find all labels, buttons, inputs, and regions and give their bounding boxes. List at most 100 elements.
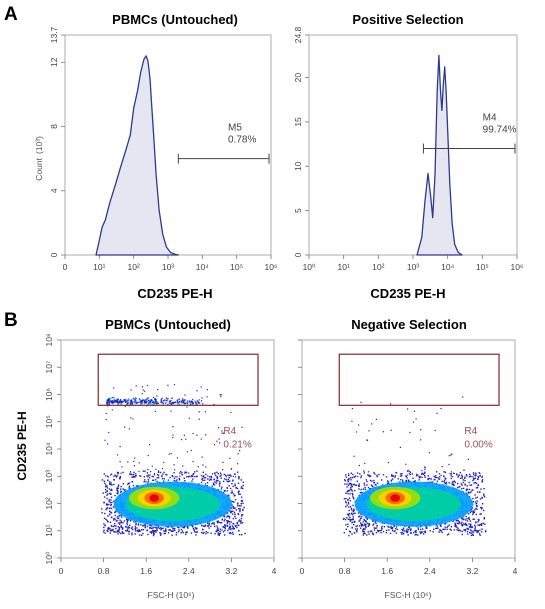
event-dot: [227, 478, 229, 481]
event-dot: [115, 520, 117, 522]
event-dot: [109, 532, 111, 534]
event-dot: [134, 527, 136, 530]
event-dot: [117, 485, 119, 488]
event-dot: [393, 524, 395, 527]
event-dot: [466, 527, 468, 530]
event-dot: [456, 519, 459, 521]
event-dot: [474, 530, 477, 532]
event-dot: [347, 503, 350, 505]
event-dot: [444, 523, 446, 525]
event-dot: [371, 480, 373, 482]
event-dot: [163, 471, 165, 474]
event-dot: [409, 471, 412, 473]
event-dot: [207, 475, 209, 477]
event-dot: [229, 528, 232, 531]
event-dot: [180, 439, 183, 441]
event-dot: [103, 473, 105, 475]
x-axis-label: FSC-H (10⁶): [148, 590, 195, 600]
event-dot: [371, 530, 373, 532]
event-dot: [230, 510, 232, 512]
event-dot: [171, 530, 174, 532]
event-dot: [475, 507, 477, 510]
event-dot: [105, 484, 107, 486]
event-dot: [395, 526, 398, 528]
event-dot: [187, 476, 189, 478]
event-dot: [455, 520, 458, 522]
event-dot: [424, 467, 426, 469]
event-dot: [205, 531, 207, 533]
event-dot: [436, 527, 438, 529]
event-dot: [188, 476, 190, 478]
event-dot: [219, 532, 221, 534]
event-dot: [237, 508, 240, 510]
event-dot: [446, 526, 448, 528]
event-dot: [439, 524, 441, 526]
event-dot: [353, 483, 355, 486]
event-dot: [117, 473, 119, 475]
event-dot: [152, 534, 155, 537]
event-dot: [139, 534, 141, 536]
event-dot: [216, 522, 219, 524]
event-dot: [391, 526, 394, 529]
x-tick-label: 10²: [372, 262, 384, 272]
event-dot: [233, 511, 236, 514]
event-dot: [376, 475, 378, 478]
event-dot: [197, 402, 199, 404]
event-dot: [481, 475, 483, 477]
sparse-events: [104, 397, 243, 478]
event-dot: [221, 432, 223, 434]
event-dot: [122, 527, 124, 529]
event-dot: [350, 519, 353, 521]
event-dot: [165, 530, 167, 532]
event-dot: [106, 519, 108, 522]
event-dot: [206, 485, 209, 487]
event-dot: [217, 473, 219, 475]
event-dot: [174, 469, 176, 471]
event-dot: [466, 488, 469, 491]
event-dot: [231, 507, 233, 509]
event-dot: [127, 526, 130, 528]
event-dot: [133, 473, 135, 476]
event-dot: [477, 531, 480, 533]
event-dot: [375, 484, 377, 486]
event-dot: [110, 473, 113, 475]
event-dot: [195, 402, 197, 404]
event-dot: [348, 515, 350, 517]
event-dot: [401, 531, 404, 534]
event-dot: [154, 530, 156, 533]
event-dot: [441, 480, 443, 483]
event-dot: [117, 472, 119, 474]
event-dot: [448, 524, 451, 526]
event-dot: [440, 407, 442, 410]
event-dot: [483, 488, 485, 490]
event-dot: [481, 503, 484, 505]
event-dot: [124, 426, 126, 428]
event-dot: [463, 529, 465, 531]
event-dot: [201, 525, 203, 527]
event-dot: [104, 439, 106, 441]
event-dot: [131, 402, 133, 405]
event-dot: [460, 522, 462, 525]
event-dot: [135, 401, 138, 403]
event-dot: [237, 513, 240, 516]
event-dot: [478, 533, 481, 535]
event-dot: [232, 485, 234, 488]
event-dot: [115, 401, 118, 403]
event-dot: [224, 534, 226, 536]
event-dot: [232, 513, 234, 515]
event-dot: [242, 484, 244, 487]
event-dot: [470, 484, 473, 486]
event-dot: [421, 531, 423, 533]
event-dot: [348, 478, 350, 480]
event-dot: [346, 517, 348, 519]
event-dot: [109, 400, 111, 402]
event-dot: [173, 527, 175, 530]
event-dot: [106, 507, 108, 510]
event-dot: [110, 516, 113, 518]
event-dot: [239, 510, 241, 513]
event-dot: [147, 533, 149, 536]
event-dot: [456, 474, 458, 476]
event-dot: [119, 519, 121, 521]
event-dot: [224, 474, 227, 476]
event-dot: [198, 418, 200, 420]
